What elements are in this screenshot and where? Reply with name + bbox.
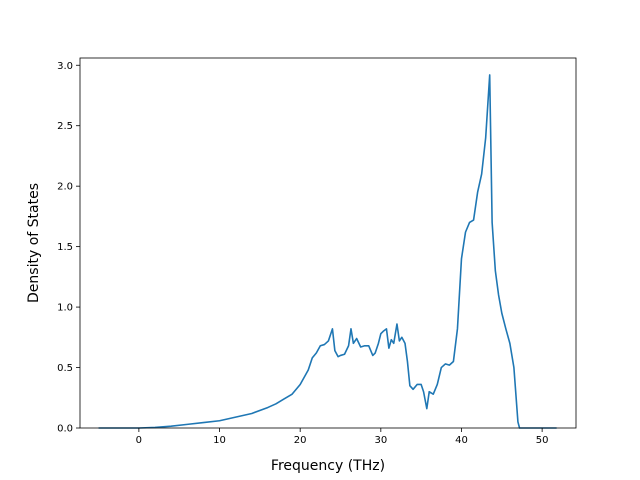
axis-ticks: 0 10 20 30 40 50 0.0 0.5 1.0 1.5 2.0 2.5 3.0	[57, 61, 548, 446]
x-tick-label: 20	[294, 435, 307, 446]
axes-frame	[79, 57, 577, 429]
x-tick-label: 0	[136, 435, 142, 446]
x-tick-label: 30	[374, 435, 387, 446]
x-tick-label: 50	[536, 435, 549, 446]
y-tick-label: 1.0	[57, 303, 73, 314]
y-tick-label: 3.0	[57, 61, 73, 72]
y-tick-label: 2.0	[57, 182, 73, 193]
y-axis-label: Density of States	[26, 183, 42, 303]
x-tick-label: 10	[213, 435, 226, 446]
y-tick-label: 1.5	[57, 242, 73, 253]
y-tick-label: 0.0	[57, 424, 73, 435]
x-tick-label: 40	[455, 435, 468, 446]
y-tick-label: 0.5	[57, 363, 73, 374]
y-tick-label: 2.5	[57, 121, 73, 132]
plot-area	[98, 74, 557, 429]
x-axis-label: Frequency (THz)	[271, 458, 385, 474]
series-line-0	[98, 74, 557, 429]
